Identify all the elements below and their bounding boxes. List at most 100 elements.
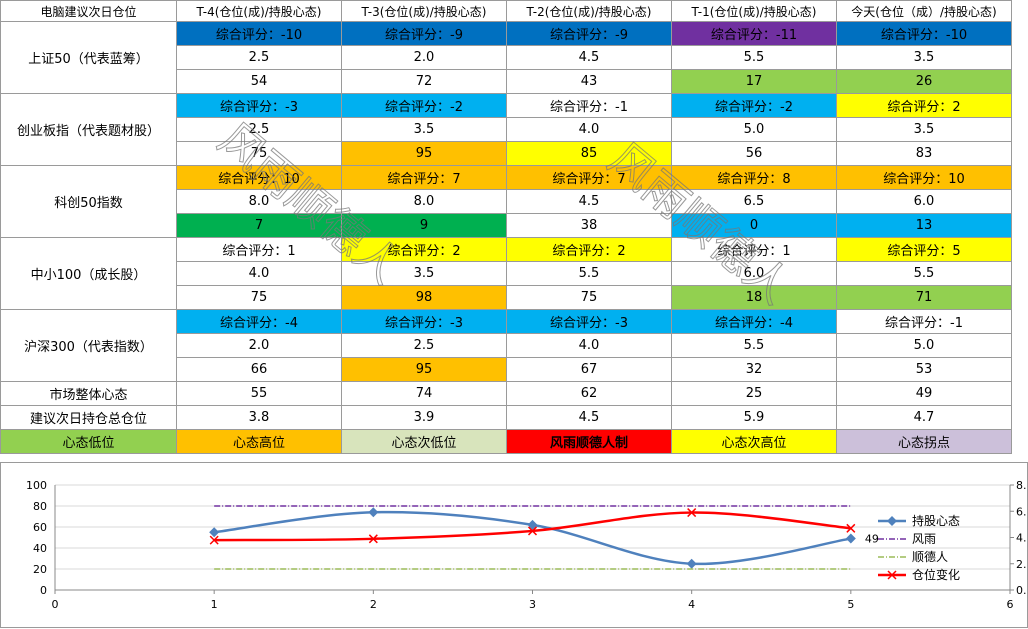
header-cell: T-2(仓位(成)/持股心态): [507, 0, 672, 22]
legend-marker: [887, 570, 897, 580]
x-tick-label: 6: [1007, 598, 1014, 611]
position-cell: 2.0: [342, 46, 507, 70]
legend-cell: 心态低位: [0, 430, 177, 454]
mood-cell: 83: [837, 142, 1012, 166]
mood-cell: 66: [177, 358, 342, 382]
score-cell: 综合评分：-10: [837, 22, 1012, 46]
summary-cell: 62: [507, 382, 672, 406]
marker: [846, 523, 856, 533]
score-cell: 综合评分：-3: [177, 94, 342, 118]
marker: [845, 533, 856, 544]
score-cell: 综合评分：5: [837, 238, 1012, 262]
score-cell: 综合评分：-4: [177, 310, 342, 334]
mood-cell: 18: [672, 286, 837, 310]
row-label: 上证50（代表蓝筹）: [0, 22, 177, 94]
position-cell: 2.5: [177, 46, 342, 70]
mood-cell: 13: [837, 214, 1012, 238]
mood-cell: 71: [837, 286, 1012, 310]
mood-cell: 32: [672, 358, 837, 382]
row-label: 科创50指数: [0, 166, 177, 238]
header-cell: T-3(仓位(成)/持股心态): [342, 0, 507, 22]
x-tick-label: 5: [847, 598, 854, 611]
data-label: 49: [865, 533, 879, 546]
position-cell: 5.5: [672, 334, 837, 358]
score-cell: 综合评分：10: [177, 166, 342, 190]
score-cell: 综合评分：2: [837, 94, 1012, 118]
header-cell: T-1(仓位(成)/持股心态): [672, 0, 837, 22]
mood-cell: 95: [342, 358, 507, 382]
legend-cell: 心态次高位: [672, 430, 837, 454]
position-cell: 8.0: [177, 190, 342, 214]
chart-frame: [0, 462, 1028, 628]
position-cell: 3.5: [342, 262, 507, 286]
mood-cell: 0: [672, 214, 837, 238]
x-tick-label: 2: [370, 598, 377, 611]
x-tick-label: 0: [52, 598, 59, 611]
row-label: 沪深300（代表指数）: [0, 310, 177, 382]
position-cell: 3.5: [342, 118, 507, 142]
score-cell: 综合评分：8: [672, 166, 837, 190]
legend-label: 持股心态: [912, 513, 960, 528]
score-cell: 综合评分：-1: [507, 94, 672, 118]
position-cell: 5.5: [837, 262, 1012, 286]
mood-cell: 38: [507, 214, 672, 238]
position-cell: 4.0: [507, 334, 672, 358]
mood-cell: 72: [342, 70, 507, 94]
legend-cell: 心态次低位: [342, 430, 507, 454]
summary-cell: 55: [177, 382, 342, 406]
x-tick-label: 4: [688, 598, 695, 611]
row-label: 建议次日持仓总仓位: [0, 406, 177, 430]
y2-tick-label: 4.: [1016, 532, 1027, 545]
position-cell: 6.0: [672, 262, 837, 286]
position-cell: 6.0: [837, 190, 1012, 214]
header-cell: T-4(仓位(成)/持股心态): [177, 0, 342, 22]
position-cell: 2.5: [177, 118, 342, 142]
position-cell: 6.5: [672, 190, 837, 214]
position-cell: 3.5: [837, 46, 1012, 70]
score-cell: 综合评分：1: [177, 238, 342, 262]
summary-cell: 4.7: [837, 406, 1012, 430]
legend-cell: 风雨顺德人制: [507, 430, 672, 454]
position-cell: 5.0: [837, 334, 1012, 358]
mood-cell: 54: [177, 70, 342, 94]
summary-cell: 74: [342, 382, 507, 406]
y2-tick-label: 0.: [1016, 584, 1027, 597]
mood-cell: 9: [342, 214, 507, 238]
mood-cell: 75: [177, 286, 342, 310]
score-cell: 综合评分：-2: [672, 94, 837, 118]
score-cell: 综合评分：-10: [177, 22, 342, 46]
y2-tick-label: 6.: [1016, 505, 1027, 518]
y2-tick-label: 2.: [1016, 558, 1027, 571]
legend-cell: 心态拐点: [837, 430, 1012, 454]
marker: [209, 535, 219, 545]
mood-cell: 75: [177, 142, 342, 166]
summary-cell: 4.5: [507, 406, 672, 430]
summary-cell: 5.9: [672, 406, 837, 430]
position-cell: 8.0: [342, 190, 507, 214]
score-cell: 综合评分：-3: [507, 310, 672, 334]
legend-label: 风雨: [912, 532, 936, 546]
y2-tick-label: 8.: [1016, 479, 1027, 492]
position-cell: 5.0: [672, 118, 837, 142]
score-cell: 综合评分：7: [507, 166, 672, 190]
score-cell: 综合评分：-9: [507, 22, 672, 46]
table: 电脑建议次日仓位 T-4(仓位(成)/持股心态) T-3(仓位(成)/持股心态) T-…: [0, 0, 1012, 454]
mood-cell: 56: [672, 142, 837, 166]
mood-cell: 85: [507, 142, 672, 166]
row-label: 市场整体心态: [0, 382, 177, 406]
marker: [209, 527, 220, 538]
y-tick-label: 100: [26, 479, 47, 492]
score-cell: 综合评分：10: [837, 166, 1012, 190]
header-cell: 电脑建议次日仓位: [0, 0, 177, 22]
score-cell: 综合评分：1: [672, 238, 837, 262]
header-cell: 今天(仓位（成）/持股心态): [837, 0, 1012, 22]
position-cell: 3.5: [837, 118, 1012, 142]
chart: 0 20 40 60 80 100 0. 2. 4. 6. 8. 0 1 2 3 4 5 6 49 持股心态风雨顺德人…: [0, 462, 1028, 628]
marker: [368, 507, 379, 518]
score-cell: 综合评分：-4: [672, 310, 837, 334]
score-cell: 综合评分：-1: [837, 310, 1012, 334]
mood-cell: 75: [507, 286, 672, 310]
marker: [368, 534, 378, 544]
position-cell: 2.5: [342, 334, 507, 358]
